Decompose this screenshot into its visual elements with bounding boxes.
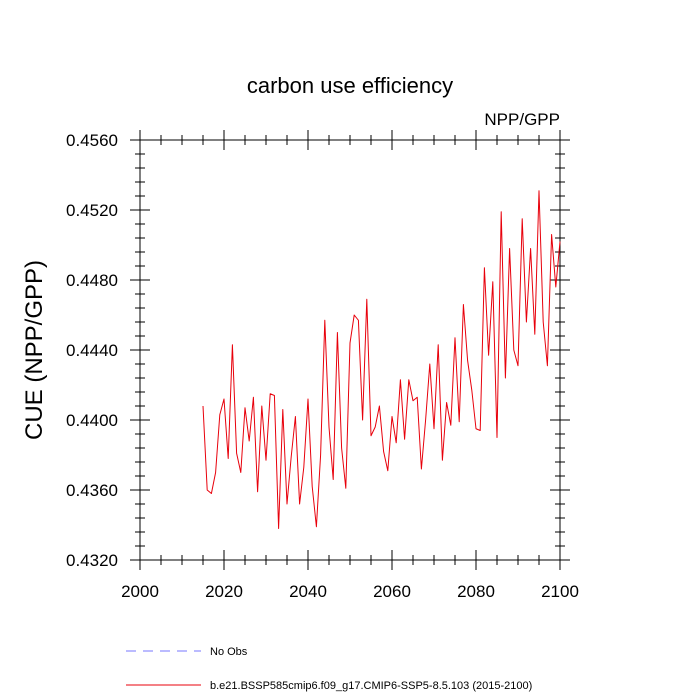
y-tick-label: 0.4320 (66, 551, 118, 570)
y-tick-label: 0.4400 (66, 411, 118, 430)
legend-label: b.e21.BSSP585cmip6.f09_g17.CMIP6-SSP5-8.… (210, 680, 532, 692)
y-tick-label: 0.4520 (66, 201, 118, 220)
y-axis-title: CUE (NPP/GPP) (21, 260, 48, 440)
axis-tick-labels: 2000 2020 2040 2060 2080 2100 0.4320 0.4360 0.44… (66, 131, 579, 601)
x-tick-label: 2000 (121, 582, 159, 601)
chart-title: carbon use efficiency (247, 73, 453, 98)
x-tick-label: 2040 (289, 582, 327, 601)
x-tick-label: 2100 (541, 582, 579, 601)
y-tick-label: 0.4560 (66, 131, 118, 150)
x-tick-label: 2020 (205, 582, 243, 601)
y-tick-label: 0.4440 (66, 341, 118, 360)
y-tick-label: 0.4360 (66, 481, 118, 500)
y-tick-label: 0.4480 (66, 271, 118, 290)
axis-ticks (130, 130, 570, 570)
x-tick-label: 2080 (457, 582, 495, 601)
chart-subtitle: NPP/GPP (484, 110, 560, 129)
series-line (202, 190, 561, 529)
legend-label: No Obs (210, 646, 248, 658)
x-tick-label: 2060 (373, 582, 411, 601)
legend: No Obs b.e21.BSSP585cmip6.f09_g17.CMIP6-S… (126, 646, 532, 692)
series-group (202, 190, 561, 529)
